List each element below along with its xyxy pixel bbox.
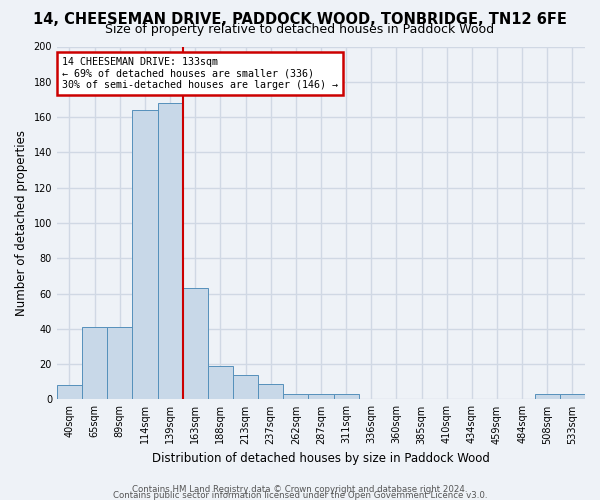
Bar — [133, 110, 158, 400]
Text: 14, CHEESEMAN DRIVE, PADDOCK WOOD, TONBRIDGE, TN12 6FE: 14, CHEESEMAN DRIVE, PADDOCK WOOD, TONBR… — [33, 12, 567, 26]
X-axis label: Distribution of detached houses by size in Paddock Wood: Distribution of detached houses by size … — [152, 452, 490, 465]
Bar — [208, 366, 233, 400]
Bar — [560, 394, 585, 400]
Bar — [82, 327, 107, 400]
Text: Size of property relative to detached houses in Paddock Wood: Size of property relative to detached ho… — [106, 22, 494, 36]
Text: Contains public sector information licensed under the Open Government Licence v3: Contains public sector information licen… — [113, 490, 487, 500]
Bar — [107, 327, 133, 400]
Bar — [182, 288, 208, 400]
Bar — [283, 394, 308, 400]
Text: 14 CHEESEMAN DRIVE: 133sqm
← 69% of detached houses are smaller (336)
30% of sem: 14 CHEESEMAN DRIVE: 133sqm ← 69% of deta… — [62, 57, 338, 90]
Y-axis label: Number of detached properties: Number of detached properties — [15, 130, 28, 316]
Bar — [258, 384, 283, 400]
Text: Contains HM Land Registry data © Crown copyright and database right 2024.: Contains HM Land Registry data © Crown c… — [132, 485, 468, 494]
Bar — [57, 386, 82, 400]
Bar — [308, 394, 334, 400]
Bar — [334, 394, 359, 400]
Bar — [535, 394, 560, 400]
Bar — [233, 374, 258, 400]
Bar — [158, 103, 182, 400]
